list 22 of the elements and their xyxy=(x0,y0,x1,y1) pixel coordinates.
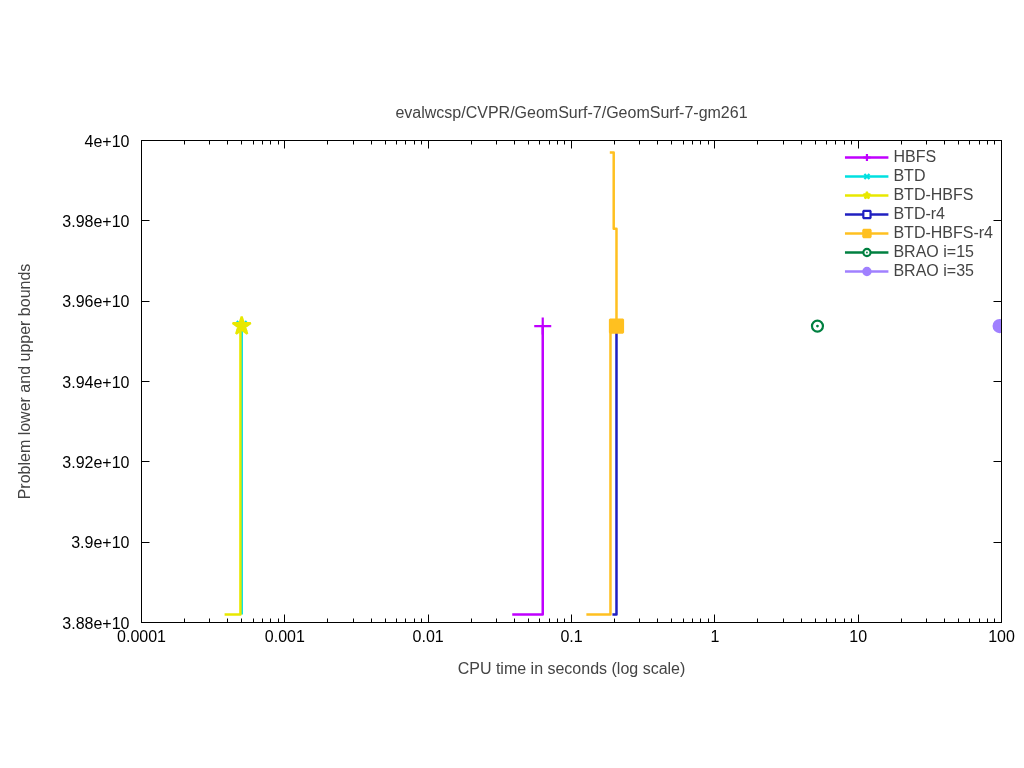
x-tick-label: 10 xyxy=(849,627,868,645)
legend-label: BTD xyxy=(893,167,926,185)
legend-label: BTD-HBFS-r4 xyxy=(893,224,993,242)
y-tick-label: 3.92e+10 xyxy=(62,453,130,471)
x-tick-label: 100 xyxy=(988,627,1015,645)
x-tick-label: 0.001 xyxy=(264,627,305,645)
y-tick-label: 4e+10 xyxy=(84,132,130,150)
y-tick-label: 3.98e+10 xyxy=(62,212,130,230)
legend-label: BTD-r4 xyxy=(893,205,945,223)
x-axis-title: CPU time in seconds (log scale) xyxy=(457,659,686,677)
legend-label: BRAO i=35 xyxy=(893,262,974,280)
y-axis-title: Problem lower and upper bounds xyxy=(16,263,34,500)
legend-label: BTD-HBFS xyxy=(893,186,974,204)
legend-label: HBFS xyxy=(893,148,937,166)
x-tick-label: 0.1 xyxy=(560,627,583,645)
y-tick-label: 3.94e+10 xyxy=(62,373,130,391)
x-tick-label: 1 xyxy=(710,627,720,645)
legend-label: BRAO i=15 xyxy=(893,243,974,261)
x-tick-label: 0.01 xyxy=(412,627,444,645)
y-tick-label: 3.96e+10 xyxy=(62,293,130,311)
chart-title: evalwcsp/CVPR/GeomSurf-7/GeomSurf-7-gm261 xyxy=(395,103,748,121)
y-tick-label: 3.9e+10 xyxy=(71,534,130,552)
